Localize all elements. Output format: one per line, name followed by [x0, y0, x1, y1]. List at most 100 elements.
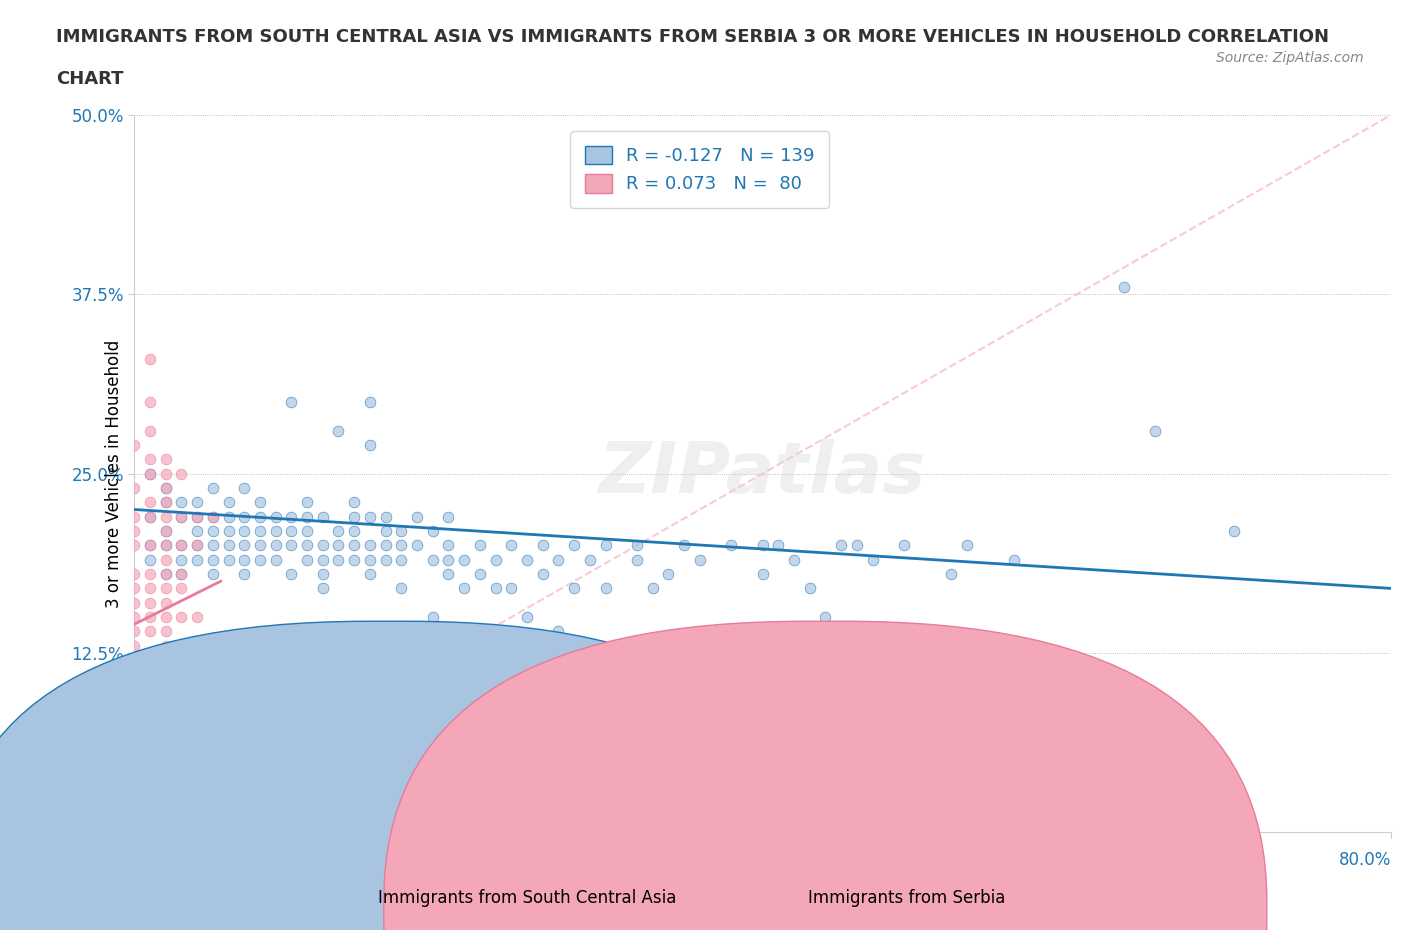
Point	[124, 481, 146, 496]
Point	[218, 495, 240, 510]
Point	[626, 538, 648, 552]
Point	[233, 510, 256, 525]
Legend: R = -0.127   N = 139, R = 0.073   N =  80: R = -0.127 N = 139, R = 0.073 N = 80	[571, 131, 830, 207]
Point	[516, 610, 538, 625]
Point	[343, 524, 366, 538]
Point	[720, 538, 742, 552]
Text: IMMIGRANTS FROM SOUTH CENTRAL ASIA VS IMMIGRANTS FROM SERBIA 3 OR MORE VEHICLES : IMMIGRANTS FROM SOUTH CENTRAL ASIA VS IM…	[56, 28, 1329, 46]
Point	[124, 595, 146, 610]
Point	[908, 638, 931, 653]
Point	[657, 566, 679, 581]
Point	[249, 495, 271, 510]
Point	[155, 711, 177, 725]
Point	[139, 466, 162, 481]
Text: Immigrants from South Central Asia: Immigrants from South Central Asia	[378, 889, 676, 907]
Point	[437, 510, 460, 525]
Point	[155, 624, 177, 639]
Point	[751, 538, 773, 552]
Point	[956, 538, 979, 552]
Point	[139, 682, 162, 697]
Point	[218, 510, 240, 525]
Point	[374, 552, 396, 567]
Point	[124, 510, 146, 525]
Point	[170, 552, 193, 567]
Point	[312, 552, 335, 567]
Point	[751, 566, 773, 581]
Point	[468, 566, 491, 581]
Point	[437, 538, 460, 552]
Point	[1223, 524, 1246, 538]
Point	[139, 696, 162, 711]
Point	[155, 595, 177, 610]
Point	[359, 510, 381, 525]
Point	[139, 624, 162, 639]
Point	[170, 610, 193, 625]
Point	[124, 711, 146, 725]
Point	[845, 538, 868, 552]
Point	[389, 538, 412, 552]
Point	[389, 524, 412, 538]
Point	[814, 610, 837, 625]
Point	[170, 566, 193, 581]
Point	[484, 581, 506, 596]
Point	[139, 724, 162, 739]
Point	[170, 566, 193, 581]
Point	[139, 711, 162, 725]
Point	[186, 524, 208, 538]
Point	[312, 538, 335, 552]
Point	[579, 552, 602, 567]
Point	[124, 538, 146, 552]
Point	[155, 481, 177, 496]
Point	[374, 510, 396, 525]
Point	[155, 452, 177, 467]
Point	[170, 711, 193, 725]
Point	[201, 481, 224, 496]
Point	[139, 394, 162, 409]
Point	[170, 510, 193, 525]
Point	[155, 495, 177, 510]
Point	[155, 767, 177, 782]
Point	[218, 552, 240, 567]
Point	[328, 524, 350, 538]
Point	[783, 552, 806, 567]
Point	[155, 481, 177, 496]
Point	[516, 552, 538, 567]
Point	[562, 538, 585, 552]
Point	[155, 738, 177, 753]
Point	[201, 510, 224, 525]
Point	[830, 538, 852, 552]
Point	[170, 682, 193, 697]
Point	[689, 552, 711, 567]
Point	[295, 552, 318, 567]
Point	[531, 538, 554, 552]
Point	[343, 495, 366, 510]
Point	[186, 495, 208, 510]
Point	[170, 538, 193, 552]
Point	[312, 566, 335, 581]
Point	[155, 610, 177, 625]
Point	[186, 538, 208, 552]
Point	[124, 767, 146, 782]
Point	[124, 653, 146, 668]
Point	[343, 538, 366, 552]
Point	[155, 538, 177, 552]
Point	[343, 552, 366, 567]
Point	[295, 495, 318, 510]
Point	[170, 581, 193, 596]
Point	[186, 552, 208, 567]
Point	[155, 466, 177, 481]
Point	[139, 610, 162, 625]
Point	[139, 538, 162, 552]
Point	[201, 538, 224, 552]
Point	[972, 711, 994, 725]
Point	[374, 538, 396, 552]
Point	[139, 753, 162, 768]
Text: 80.0%: 80.0%	[1339, 851, 1391, 869]
Point	[295, 524, 318, 538]
Point	[155, 524, 177, 538]
Point	[501, 538, 523, 552]
Point	[830, 638, 852, 653]
Point	[595, 581, 617, 596]
Point	[312, 581, 335, 596]
Point	[139, 495, 162, 510]
